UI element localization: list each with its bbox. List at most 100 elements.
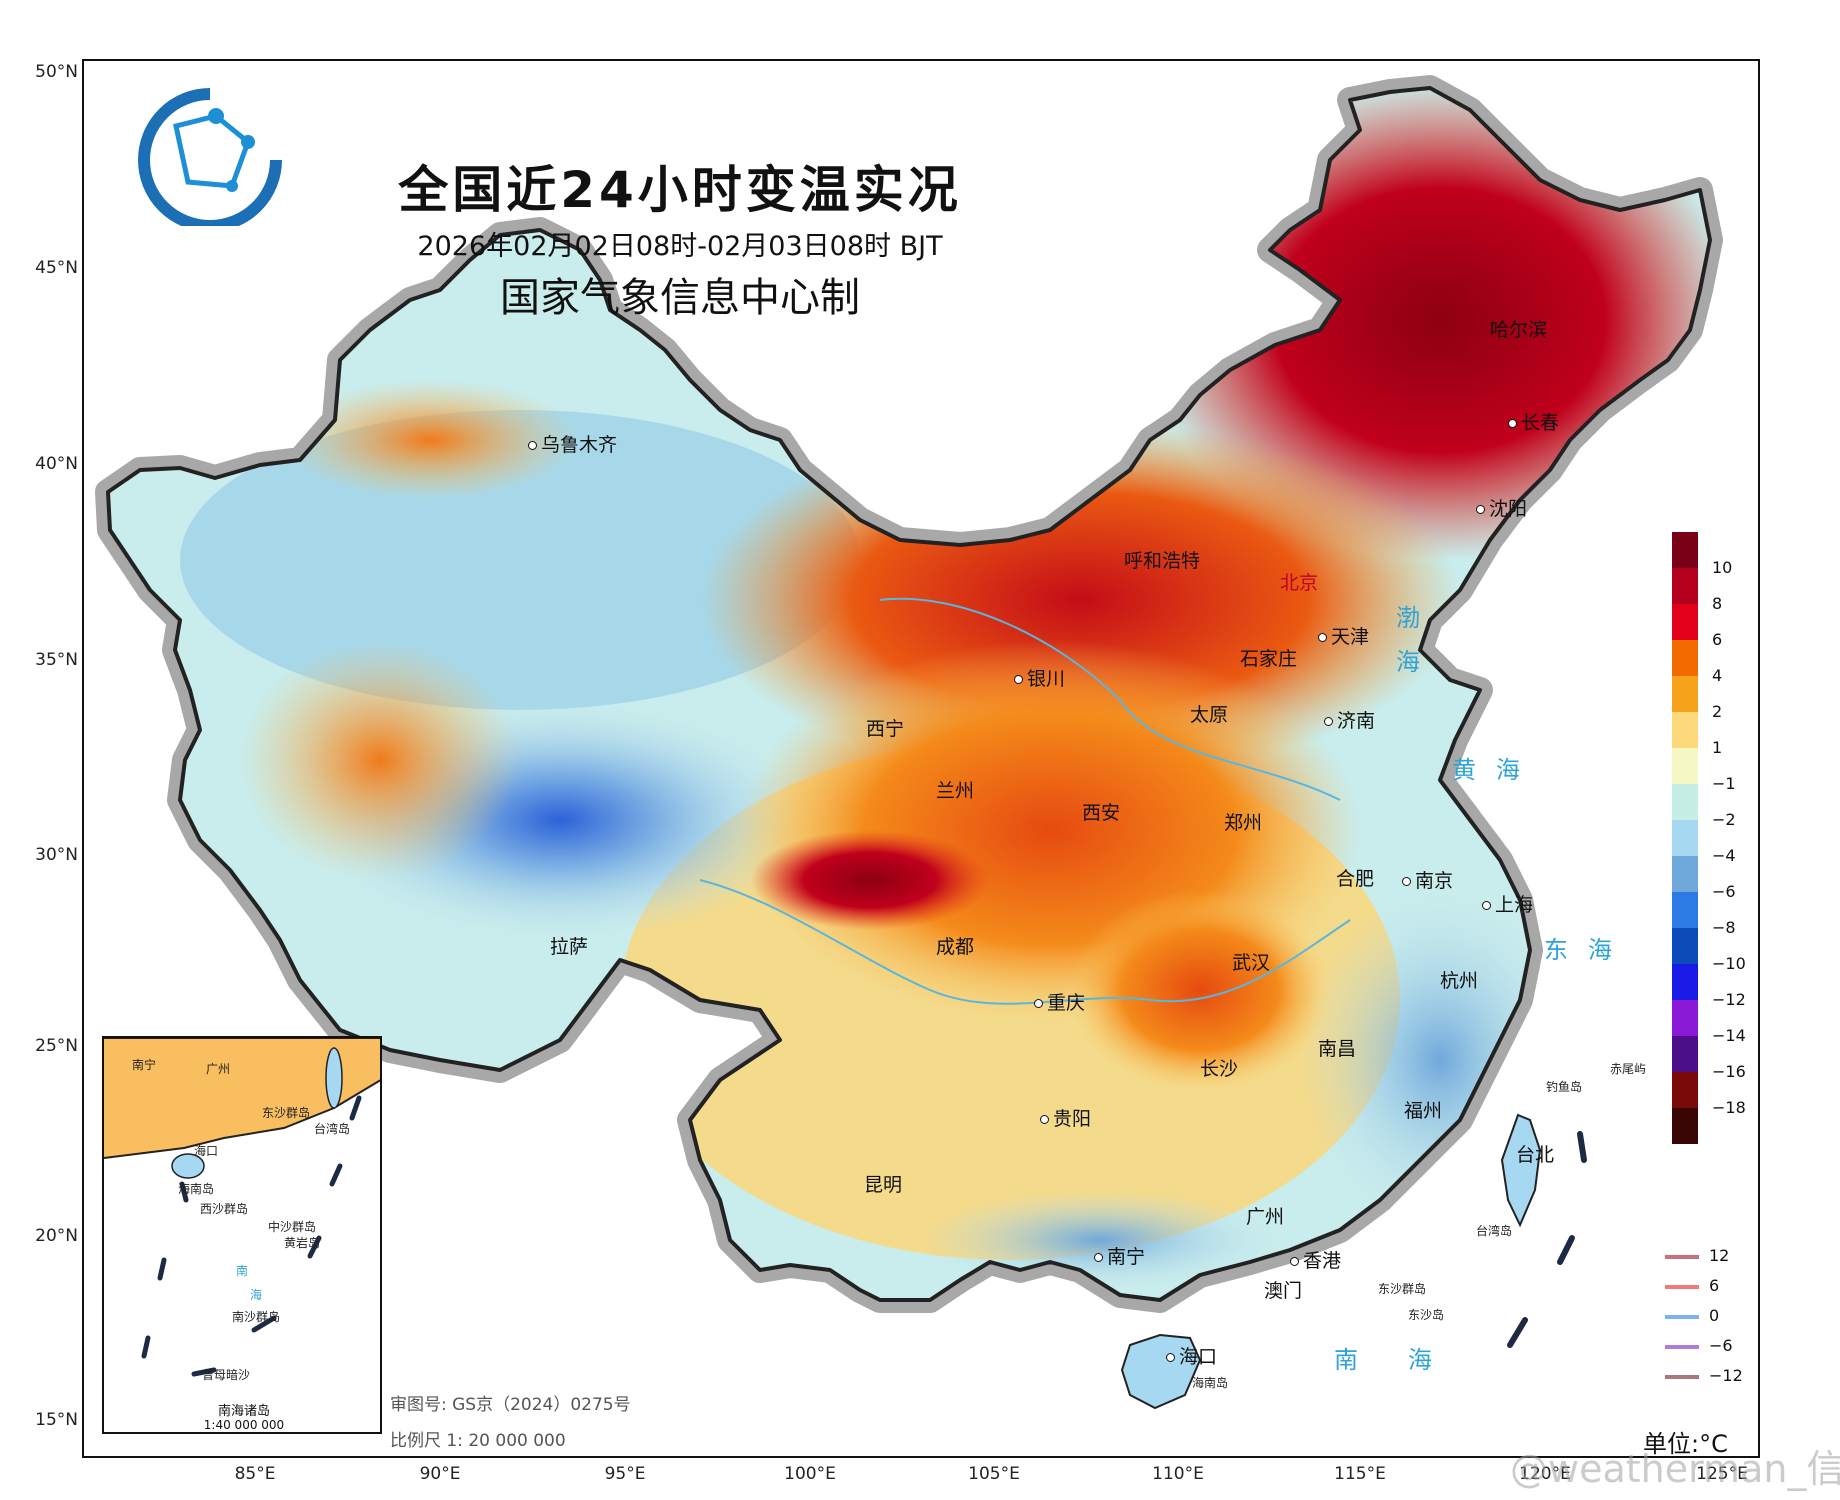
lat-label-35: 35°N xyxy=(35,650,78,670)
city-label: 呼和浩特 xyxy=(1124,550,1201,572)
city-haikou: 海口 xyxy=(1166,1342,1217,1369)
inset-title: 南海诸岛 xyxy=(217,1404,270,1419)
inset-label: 台湾岛 xyxy=(314,1122,351,1136)
city-label: 成都 xyxy=(936,936,975,958)
city-label: 石家庄 xyxy=(1240,648,1298,670)
label-chiwei: 赤尾屿 xyxy=(1610,1062,1647,1076)
city-dot xyxy=(1402,877,1411,886)
city-label: 澳门 xyxy=(1264,1280,1303,1302)
city-beijing: 北京 xyxy=(1280,568,1318,595)
city-dot xyxy=(1040,1115,1049,1124)
city-nanjing: 南京 xyxy=(1402,866,1453,893)
city-label: 北京 xyxy=(1280,572,1319,594)
lon-label-95: 95°E xyxy=(604,1464,646,1484)
city-label: 长春 xyxy=(1521,412,1560,434)
map-producer: 国家气象信息中心制 xyxy=(500,275,860,321)
legend-swatch xyxy=(1672,784,1698,820)
lon-label-115: 115°E xyxy=(1334,1464,1386,1484)
legend-swatch xyxy=(1672,748,1698,784)
city-label: 昆明 xyxy=(864,1174,903,1196)
inset-map xyxy=(104,1038,380,1377)
city-shenyang: 沈阳 xyxy=(1476,494,1527,521)
city-label: 拉萨 xyxy=(550,936,589,958)
city-label: 济南 xyxy=(1337,710,1376,732)
inset-label: 广州 xyxy=(206,1062,231,1076)
line-legend-label: 12 xyxy=(1709,1246,1730,1265)
city-hefei: 合肥 xyxy=(1336,864,1374,891)
city-label: 重庆 xyxy=(1047,992,1086,1014)
lat-label-45: 45°N xyxy=(35,258,78,278)
legend-swatch xyxy=(1672,1108,1698,1144)
city-harbin: 哈尔滨 xyxy=(1490,315,1547,342)
city-shijiazhuang: 石家庄 xyxy=(1240,644,1297,671)
lon-label-125: 125°E xyxy=(1696,1464,1748,1484)
city-label: 香港 xyxy=(1303,1250,1342,1272)
city-label: 南京 xyxy=(1415,870,1454,892)
city-kunming: 昆明 xyxy=(864,1170,902,1197)
city-label: 长沙 xyxy=(1200,1058,1239,1080)
city-dot xyxy=(1476,505,1485,514)
lat-label-20: 20°N xyxy=(35,1226,78,1246)
city-label: 郑州 xyxy=(1224,812,1263,834)
inset-label: 海口 xyxy=(194,1144,219,1158)
label-taiwan-island: 台湾岛 xyxy=(1476,1224,1513,1238)
city-label: 合肥 xyxy=(1336,868,1375,890)
city-label: 兰州 xyxy=(936,780,975,802)
city-nanning: 南宁 xyxy=(1094,1242,1145,1269)
watermark: @weatherman_信欣 xyxy=(1510,1447,1840,1491)
label-hainan-island: 海南岛 xyxy=(1192,1376,1229,1390)
city-label: 沈阳 xyxy=(1489,498,1528,520)
city-macao: 澳门 xyxy=(1264,1276,1302,1303)
legend-swatch xyxy=(1672,964,1698,1000)
city-label: 太原 xyxy=(1190,704,1229,726)
inset-label: 南沙群岛 xyxy=(232,1310,281,1324)
line-swatch xyxy=(1665,1255,1699,1259)
line-legend-label: −12 xyxy=(1709,1366,1743,1385)
city-taipei: 台北 xyxy=(1516,1140,1554,1167)
city-tianjin: 天津 xyxy=(1318,622,1369,649)
city-hongkong: 香港 xyxy=(1290,1246,1341,1273)
legend-swatch xyxy=(1672,532,1698,568)
hainan-island xyxy=(1120,1333,1202,1410)
sea-bohai: 渤海 xyxy=(1396,604,1420,676)
city-label: 哈尔滨 xyxy=(1490,319,1548,341)
lon-label-120: 120°E xyxy=(1519,1464,1571,1484)
legend-swatch xyxy=(1672,820,1698,856)
map-title: 全国近24小时变温实况 xyxy=(398,161,962,219)
city-label: 西宁 xyxy=(866,718,905,740)
city-label: 南宁 xyxy=(1107,1246,1146,1268)
city-label: 银川 xyxy=(1027,668,1066,690)
line-swatch xyxy=(1665,1375,1699,1379)
city-dot xyxy=(1482,901,1491,910)
unit-label: 单位:°C xyxy=(1643,1430,1728,1458)
line-legend-label: 6 xyxy=(1709,1276,1720,1295)
city-dot xyxy=(1166,1353,1175,1362)
city-xian: 西安 xyxy=(1082,798,1120,825)
city-xining: 西宁 xyxy=(866,714,904,741)
city-lanzhou: 兰州 xyxy=(936,776,974,803)
legend-swatch xyxy=(1672,568,1698,604)
lon-label-85: 85°E xyxy=(234,1464,276,1484)
maritime-boundary-dashes xyxy=(1507,1131,1587,1348)
city-dot xyxy=(1014,675,1023,684)
legend-label: −6 xyxy=(1712,882,1736,901)
label-dongsha: 东沙群岛 xyxy=(1378,1282,1427,1296)
legend-swatch xyxy=(1672,712,1698,748)
map-subtitle: 2026年02月02日08时-02月03日08时 BJT xyxy=(417,231,943,262)
legend-label: 10 xyxy=(1712,558,1733,577)
inset-label: 中沙群岛 xyxy=(268,1220,317,1234)
city-dot xyxy=(1094,1253,1103,1262)
city-guangzhou: 广州 xyxy=(1246,1202,1284,1229)
city-label: 贵阳 xyxy=(1053,1108,1092,1130)
line-swatch xyxy=(1665,1285,1699,1289)
city-label: 福州 xyxy=(1404,1100,1443,1122)
legend-swatch xyxy=(1672,928,1698,964)
city-label: 海口 xyxy=(1179,1346,1218,1368)
label-dongsha-island: 东沙岛 xyxy=(1408,1308,1445,1322)
legend-label: 6 xyxy=(1712,630,1723,649)
lat-label-25: 25°N xyxy=(35,1036,78,1056)
city-label: 南昌 xyxy=(1318,1038,1357,1060)
city-dot xyxy=(1324,717,1333,726)
city-label: 天津 xyxy=(1331,626,1370,648)
lon-label-100: 100°E xyxy=(784,1464,836,1484)
